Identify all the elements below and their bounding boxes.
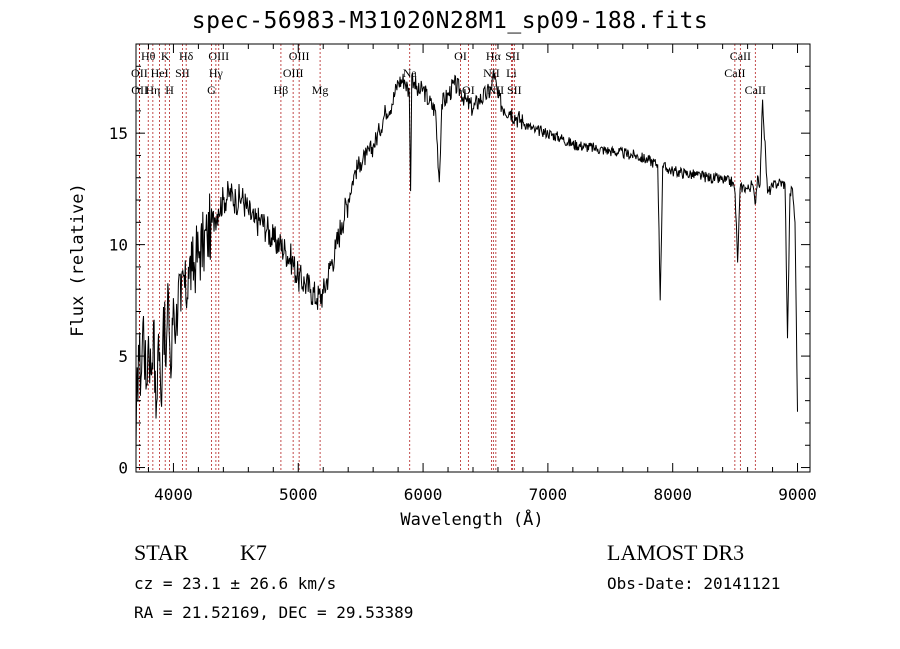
y-tick-label-0: 0: [118, 459, 128, 478]
marker-label-0: Hθ: [141, 49, 156, 63]
marker-label-26: CaII: [724, 66, 745, 80]
x-tick-label-0: 4000: [154, 485, 193, 504]
spectral-line-markers: [138, 44, 756, 472]
marker-label-22: Li: [506, 66, 517, 80]
x-axis-ticks: 4000 5000 6000 7000 8000 9000: [147, 44, 817, 504]
marker-label-25: CaII: [730, 49, 751, 63]
marker-label-13: OIII: [283, 66, 304, 80]
object-class: STAR: [134, 540, 189, 565]
x-tick-label-3: 7000: [529, 485, 568, 504]
marker-label-6: H: [165, 83, 174, 97]
marker-label-5: HeI: [151, 66, 169, 80]
marker-label-17: OI: [454, 49, 467, 63]
marker-label-7: Hδ: [179, 49, 194, 63]
marker-label-8: SII: [175, 66, 190, 80]
marker-label-16: Na: [403, 66, 418, 80]
x-tick-label-1: 5000: [279, 485, 318, 504]
observation-date: Obs-Date: 20141121: [607, 574, 781, 593]
x-axis-label: Wavelength (Å): [400, 510, 544, 530]
marker-label-1: OII: [131, 66, 148, 80]
marker-label-20: SII: [505, 49, 520, 63]
coordinates: RA = 21.52169, DEC = 29.53389: [134, 603, 414, 622]
y-tick-label-1: 5: [118, 347, 128, 366]
y-axis-ticks: 0 5 10 15: [109, 65, 810, 478]
marker-label-21: NII: [483, 66, 500, 80]
marker-label-2: OII: [131, 83, 148, 97]
marker-label-4: K: [161, 49, 170, 63]
x-tick-label-5: 9000: [778, 485, 817, 504]
marker-label-19: Hα: [486, 49, 502, 63]
y-tick-label-2: 10: [109, 236, 128, 255]
marker-label-12: OIII: [289, 49, 310, 63]
marker-label-24: SII: [507, 83, 522, 97]
marker-label-27: CaII: [745, 83, 766, 97]
y-tick-label-3: 15: [109, 124, 128, 143]
marker-label-10: Hγ: [209, 66, 224, 80]
redshift-velocity: cz = 23.1 ± 26.6 km/s: [134, 574, 337, 593]
marker-label-9: OIII: [208, 49, 229, 63]
x-tick-label-2: 6000: [404, 485, 443, 504]
marker-label-18: OI: [462, 83, 475, 97]
marker-label-3: Hη: [145, 83, 160, 97]
survey-name: LAMOST DR3: [607, 540, 745, 565]
flux-series-line: [135, 70, 798, 450]
marker-label-11: G: [207, 83, 216, 97]
chart-title: spec-56983-M31020N28M1_sp09-188.fits: [191, 8, 709, 34]
marker-label-14: Hβ: [274, 83, 289, 97]
y-axis-label: Flux (relative): [68, 183, 88, 337]
marker-label-15: Mg: [312, 83, 329, 97]
x-tick-label-4: 8000: [653, 485, 692, 504]
object-subclass: K7: [240, 540, 267, 565]
